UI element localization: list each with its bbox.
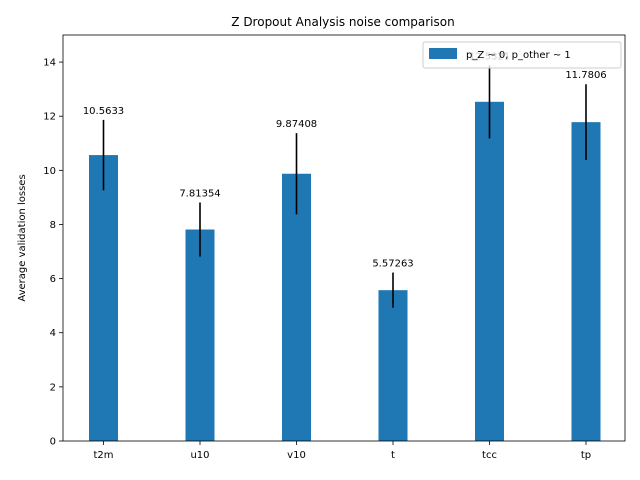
bar-tcc <box>475 101 504 442</box>
x-tick-label-t: t <box>391 450 395 461</box>
y-tick-label-6: 6 <box>50 274 56 285</box>
x-tick-label-tp: tp <box>581 450 591 461</box>
plot-area: 10.5633 t2m 7.81354 u10 9.87408 v10 5.57263 t 12… <box>43 34 626 461</box>
y-tick-label-14: 14 <box>43 58 56 69</box>
data-label-t: 5.57263 <box>372 259 413 270</box>
data-label-u10: 7.81354 <box>179 188 220 199</box>
legend: p_Z ~ 0, p_other ~ 1 <box>422 41 622 69</box>
data-label-v10: 9.87408 <box>276 119 317 130</box>
x-tick-label-t2m: t2m <box>93 450 113 461</box>
x-tick-label-tcc: tcc <box>482 450 497 461</box>
data-label-t2m: 10.5633 <box>83 106 124 117</box>
y-tick-label-0: 0 <box>50 437 56 448</box>
legend-frame <box>422 41 622 69</box>
bar-tp <box>571 122 601 441</box>
bar-t2m <box>89 155 118 442</box>
bar-u10 <box>185 229 215 441</box>
bar-v10 <box>282 173 311 441</box>
legend-swatch <box>429 48 457 59</box>
bar-t <box>378 290 408 441</box>
y-tick-label-2: 2 <box>50 382 56 393</box>
data-label-tp: 11.7806 <box>565 70 606 81</box>
y-tick-label-4: 4 <box>50 328 56 339</box>
plot-frame <box>62 34 626 442</box>
x-tick-label-u10: u10 <box>190 450 209 461</box>
x-tick-label-v10: v10 <box>287 450 306 461</box>
y-tick-label-8: 8 <box>50 220 56 231</box>
y-axis-label: Average validation losses <box>17 174 28 301</box>
chart-title: Z Dropout Analysis noise comparison <box>231 15 454 29</box>
y-tick-label-10: 10 <box>43 166 56 177</box>
legend-label: p_Z ~ 0, p_other ~ 1 <box>466 50 571 61</box>
y-tick-label-12: 12 <box>43 112 56 123</box>
